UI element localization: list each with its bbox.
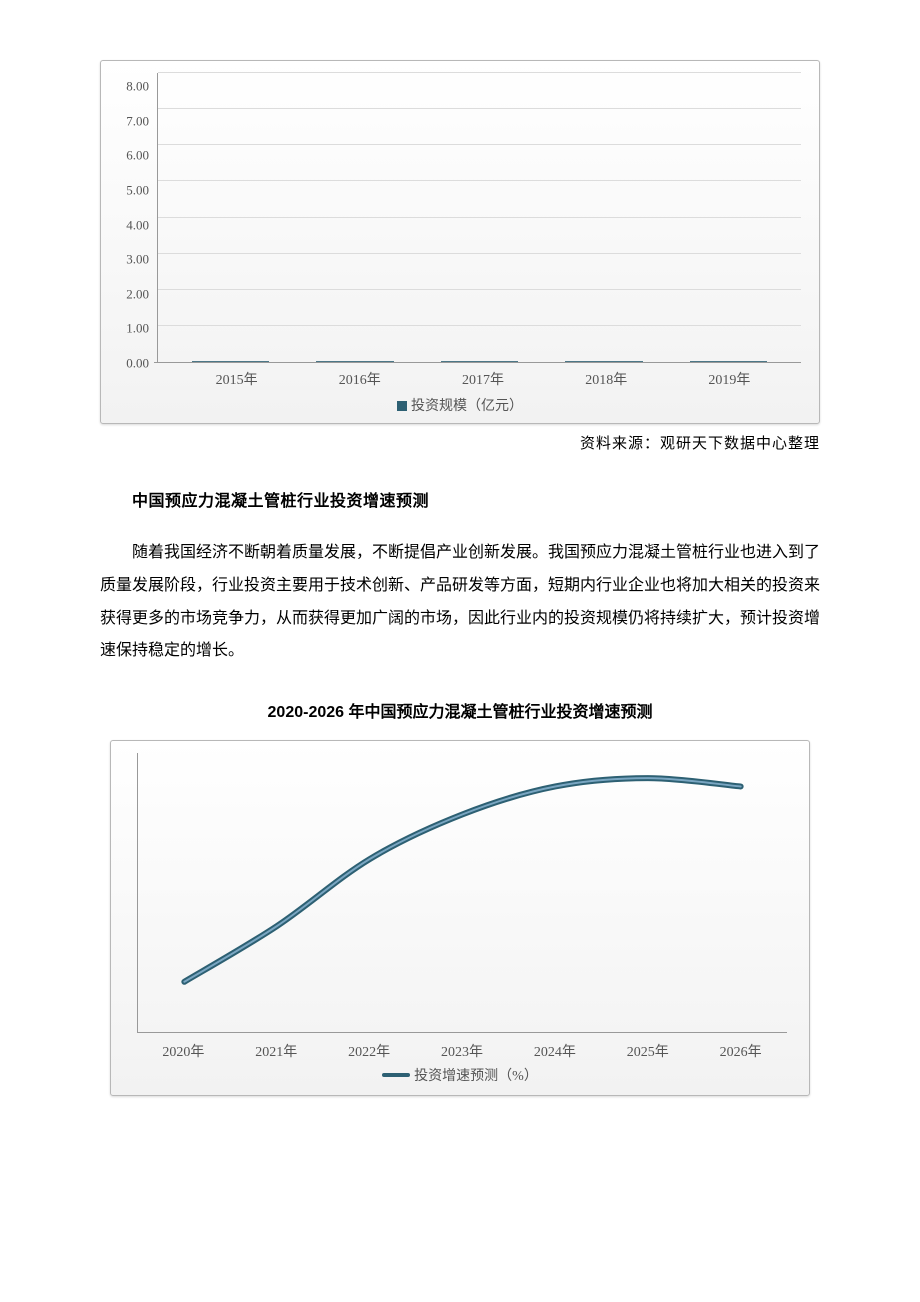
line-chart-x-axis: 2020年2021年2022年2023年2024年2025年2026年 [129,1033,791,1063]
bar-chart-inner: 0.00 1.00 2.00 3.00 4.00 5.00 6.00 7.00 8.00 201… [119,73,801,421]
bar-y-tick: 3.00 [119,253,149,266]
bar-y-tick: 4.00 [119,218,149,231]
bar-chart-plot-area [157,73,801,363]
line-series-inner [184,778,740,982]
bar-chart-y-axis: 0.001.002.003.004.005.006.007.008.00 [119,73,157,363]
bar-slot [542,361,667,362]
bar-y-tick: 2.00 [119,287,149,300]
bar-slot [168,361,293,362]
line-x-tick: 2021年 [230,1041,323,1061]
bar-x-tick: 2017年 [421,369,544,389]
bar-x-tick: 2016年 [298,369,421,389]
line-x-tick: 2020年 [137,1041,230,1061]
bar [316,361,393,362]
line-x-tick: 2023年 [416,1041,509,1061]
investment-growth-line-chart: 2020年2021年2022年2023年2024年2025年2026年 投资增速… [110,740,810,1096]
bar [441,361,518,362]
investment-scale-bar-chart: 0.00 1.00 2.00 3.00 4.00 5.00 6.00 7.00 8.00 201… [100,60,820,424]
bar-y-tick: 1.00 [119,322,149,335]
body-paragraph: 随着我国经济不断朝着质量发展，不断提倡产业创新发展。我国预应力混凝土管桩行业也进… [100,537,820,668]
bar-y-tick: 8.00 [119,80,149,93]
bar-chart-legend: 投资规模（亿元） [119,391,801,421]
bar-legend-label: 投资规模（亿元） [411,399,523,414]
bar [565,361,642,362]
bar-slot [417,361,542,362]
bar-x-tick: 2018年 [545,369,668,389]
line-x-tick: 2022年 [323,1041,416,1061]
line-chart-legend: 投资增速预测（%） [129,1063,791,1093]
bar-y-tick: 7.00 [119,114,149,127]
line-chart-svg [138,753,787,1032]
bar-plot-row: 0.001.002.003.004.005.006.007.008.00 [119,73,801,363]
line-chart-title: 2020-2026 年中国预应力混凝土管桩行业投资增速预测 [100,698,820,722]
line-x-tick: 2024年 [508,1041,601,1061]
line-series-outer [184,778,740,982]
line-x-tick: 2025年 [601,1041,694,1061]
section-heading: 中国预应力混凝土管桩行业投资增速预测 [100,487,820,511]
bar [690,361,767,362]
bar-y-tick: 0.00 [119,357,149,370]
line-legend-label: 投资增速预测（%） [414,1069,538,1084]
bar-x-tick: 2019年 [668,369,791,389]
line-x-tick: 2026年 [694,1041,787,1061]
bar-y-tick: 5.00 [119,183,149,196]
source-attribution: 资料来源：观研天下数据中心整理 [100,432,820,453]
line-legend-swatch [382,1073,410,1077]
bar-y-tick: 6.00 [119,149,149,162]
line-chart-plot-area [137,753,787,1033]
bar-slot [666,361,791,362]
bar [192,361,269,362]
bar-legend-swatch [397,401,407,411]
bar-x-tick: 2015年 [175,369,298,389]
bar-chart-x-axis: 2015年2016年2017年2018年2019年 [165,363,801,391]
bar-slot [293,361,418,362]
bar-chart-gridlines [158,73,801,362]
